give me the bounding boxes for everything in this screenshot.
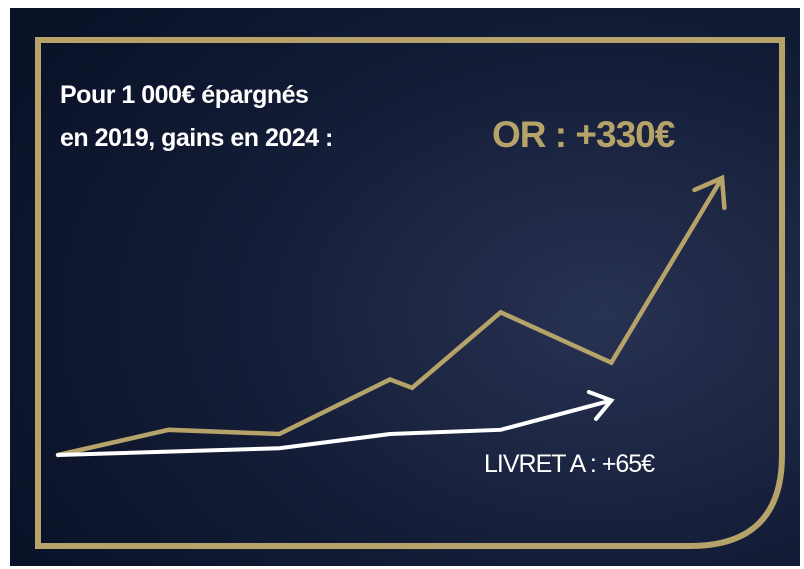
chart-frame — [35, 37, 785, 549]
chart-title-line1: Pour 1 000€ épargnés — [60, 81, 309, 109]
chart-title: Pour 1 000€ épargnés en 2019, gains en 2… — [60, 74, 333, 160]
chart-title-line2: en 2019, gains en 2024 : — [60, 124, 333, 152]
livret-series-label: LIVRET A : +65€ — [484, 450, 655, 478]
series-line-or — [55, 175, 725, 458]
chart-background — [10, 8, 800, 566]
series-layer — [55, 174, 727, 458]
gold-series-label: OR : +330€ — [492, 114, 675, 155]
